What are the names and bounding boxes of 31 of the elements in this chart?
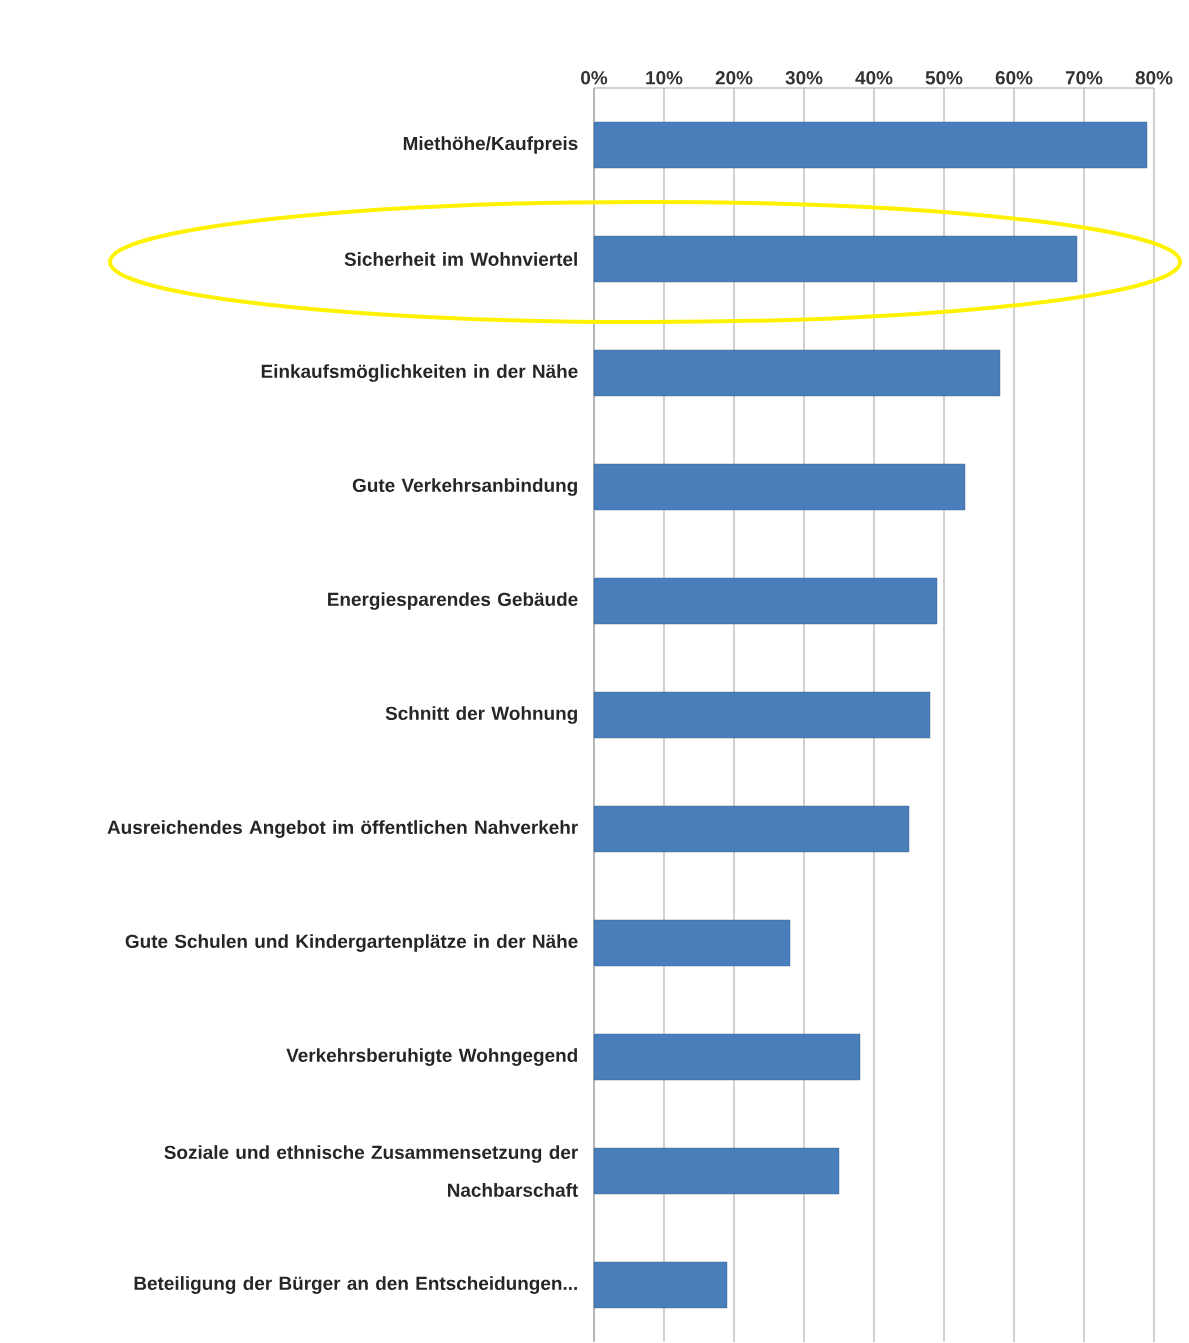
bar <box>593 1147 840 1195</box>
x-tick-label: 0% <box>581 71 608 85</box>
y-tick-label: Soziale und ethnische Zusammensetzung der Nachbarschaft <box>164 1145 578 1197</box>
y-tick-label: Einkaufsmöglichkeiten in der Nähe <box>261 364 578 382</box>
y-tick-label: Schnitt der Wohnung <box>385 706 577 724</box>
y-tick-label: Miethöhe/Kaufpreis <box>403 136 578 154</box>
bar <box>593 577 938 625</box>
bar <box>593 1261 728 1309</box>
x-tick-label: 70% <box>1065 71 1103 85</box>
y-tick-label: Gute Schulen und Kindergartenplätze in der Nähe <box>125 934 578 952</box>
bar <box>593 235 1078 283</box>
x-tick-label: 20% <box>715 71 753 85</box>
x-tick-label: 80% <box>1135 71 1173 85</box>
y-tick-label: Beteiligung der Bürger an den Entscheidungen... <box>134 1276 577 1294</box>
y-tick-label: Energiesparendes Gebäude <box>328 592 578 610</box>
x-tick-label: 30% <box>785 71 823 85</box>
bar <box>593 349 1001 397</box>
x-tick-label: 10% <box>646 71 683 85</box>
x-tick-label: 60% <box>995 71 1033 85</box>
bar <box>593 463 966 511</box>
x-tick-label: 40% <box>855 71 893 85</box>
x-tick-label: 50% <box>925 71 963 85</box>
bar <box>593 1033 861 1081</box>
bar <box>593 691 931 739</box>
y-tick-label: Gute Verkehrsanbindung <box>352 478 577 496</box>
bar <box>593 121 1148 169</box>
y-tick-label: Verkehrsberuhigte Wohngegend <box>286 1048 577 1066</box>
y-tick-label: Sicherheit im Wohnviertel <box>344 252 577 266</box>
y-tick-label: Ausreichendes Angebot im öffentlichen Nahverkehr <box>107 820 578 838</box>
bar <box>593 919 791 967</box>
bar <box>593 805 910 853</box>
